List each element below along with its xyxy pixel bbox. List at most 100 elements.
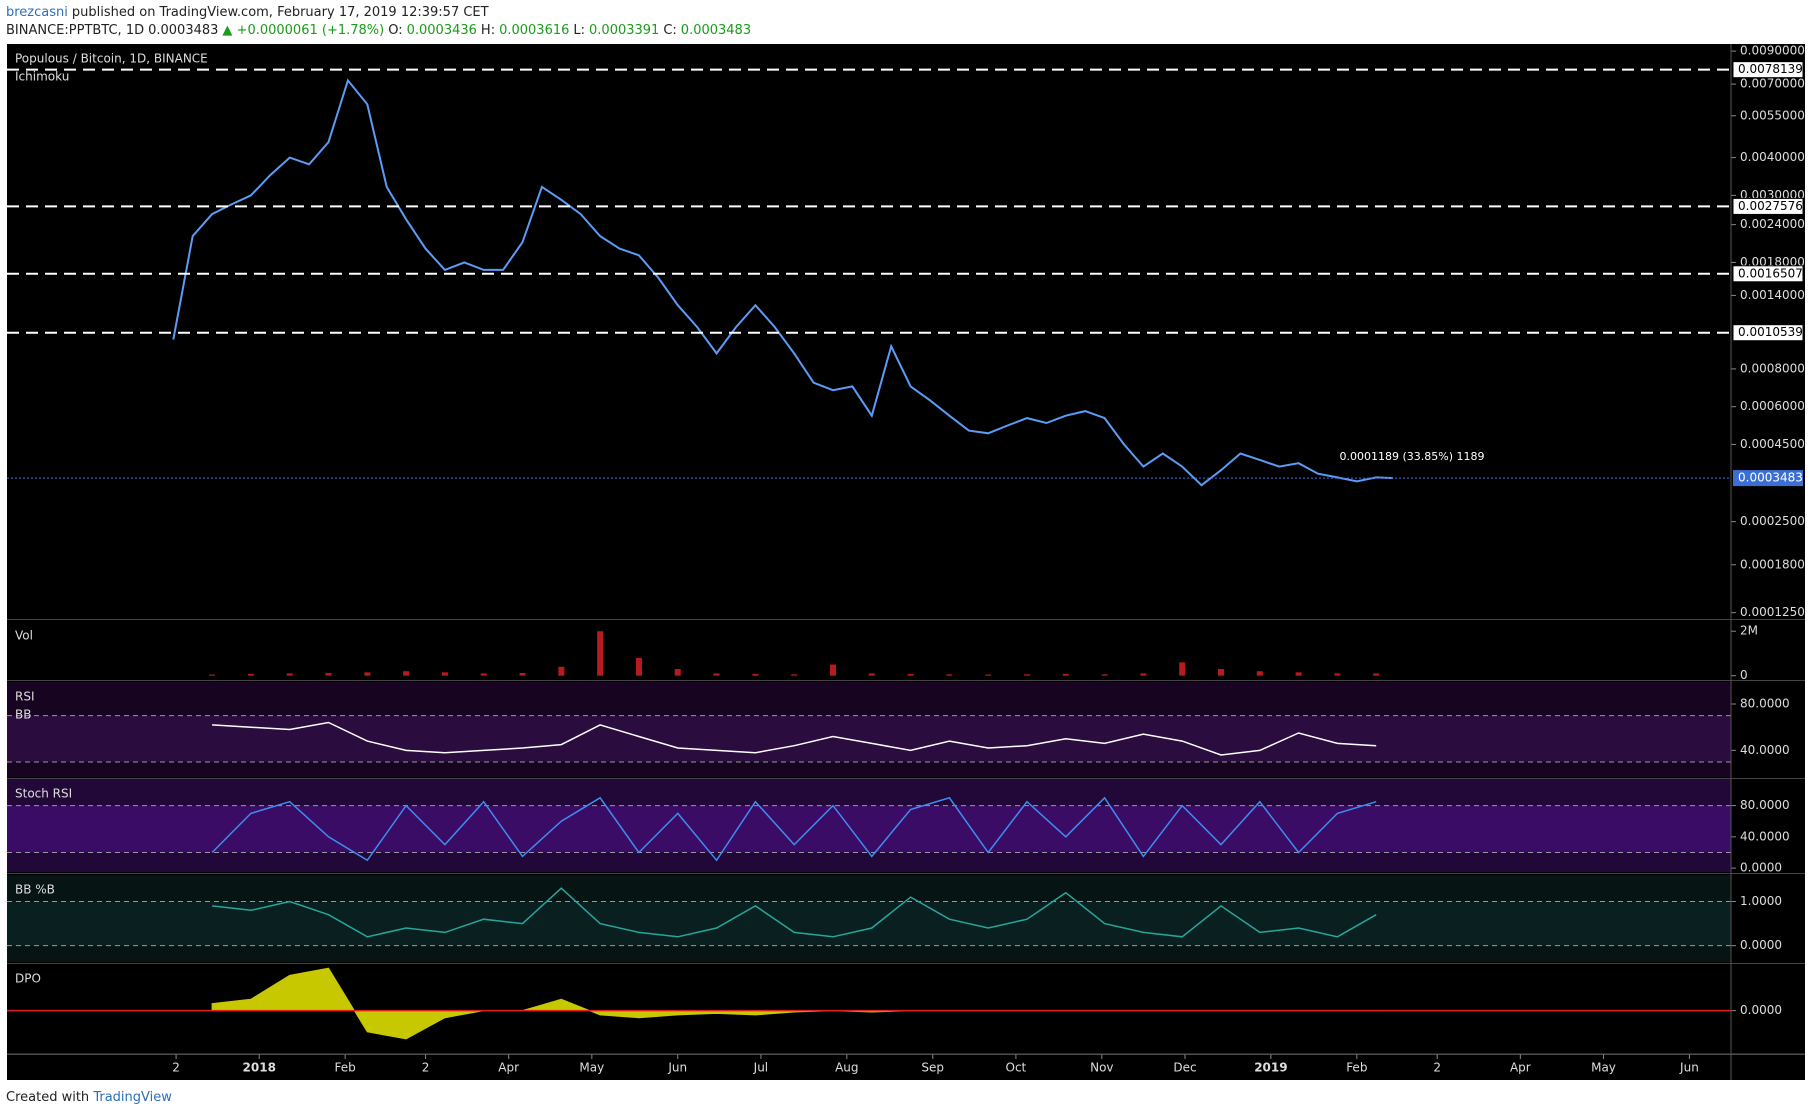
low: 0.0003391 (589, 23, 660, 38)
level-box (1732, 324, 1804, 342)
volume-bar (713, 673, 720, 676)
y-tick-label: 0.0055000 (1740, 108, 1805, 122)
volume-bar (752, 673, 759, 676)
volume-bar (286, 673, 293, 676)
change: ▲ +0.0000061 (+1.78%) (222, 23, 385, 38)
y-tick-label: 0.0001800 (1740, 557, 1805, 571)
volume-bar (209, 674, 216, 676)
volume-bar (558, 666, 565, 676)
y-tick-label: 80.0000 (1740, 798, 1790, 812)
level-label: 0.0010539 (1738, 325, 1803, 339)
x-tick-label: Jun (1679, 1061, 1699, 1075)
x-tick-label: May (579, 1061, 604, 1075)
volume-bar (1023, 674, 1030, 676)
created: Created with (6, 1090, 90, 1105)
y-tick-label: 40.0000 (1740, 743, 1790, 757)
x-tick-label: Jun (667, 1061, 687, 1075)
h-label: H: (480, 23, 496, 38)
l-label: L: (573, 23, 586, 38)
volume-bar (829, 664, 836, 676)
x-tick-label: Sep (921, 1061, 944, 1075)
volume-bar (480, 673, 487, 676)
volume-bar (1373, 673, 1380, 676)
x-tick-label: 2 (172, 1061, 180, 1075)
level-label: 0.0016507 (1738, 266, 1803, 280)
x-tick-label: 2019 (1254, 1061, 1287, 1075)
x-tick-label: Oct (1006, 1061, 1027, 1075)
y-tick-label: 0.0000 (1740, 861, 1782, 875)
x-tick-label: Apr (1510, 1061, 1531, 1075)
x-tick-label: May (1591, 1061, 1616, 1075)
level-label: 0.0078139 (1738, 62, 1803, 76)
pane-title: Populous / Bitcoin, 1D, BINANCE (15, 52, 208, 66)
volume-bar (1334, 673, 1341, 676)
volume-bar (791, 674, 798, 676)
level-box (1732, 61, 1804, 79)
pane-background (7, 44, 1731, 618)
y-tick-label: 0.0090000 (1740, 44, 1805, 58)
last-price-box (1733, 470, 1803, 487)
footer: Created with TradingView (6, 1090, 172, 1105)
last-price-label: 0.0003483 (1738, 471, 1803, 485)
volume-bar (325, 673, 332, 676)
volume-bar (597, 631, 604, 676)
volume-bar (1218, 669, 1225, 676)
x-tick-label: Aug (835, 1061, 858, 1075)
pane-title: BB %B (15, 883, 55, 897)
band (7, 901, 1731, 946)
y-tick-label: 0.0070000 (1740, 77, 1805, 91)
series-line (212, 721, 1377, 756)
y-tick-label: 0.0001250 (1740, 605, 1805, 619)
pane-title: Vol (15, 629, 33, 643)
close: 0.0003483 (680, 23, 752, 38)
series-line (172, 78, 1393, 487)
volume-bar (1140, 673, 1147, 676)
series-line (212, 887, 1377, 938)
c-label: C: (663, 23, 677, 38)
o-label: O: (388, 23, 403, 38)
x-tick-label: 2018 (243, 1061, 276, 1075)
price: 0.0003483 (148, 23, 219, 38)
y-tick-label: 0.0040000 (1740, 150, 1805, 164)
x-tick-label: Nov (1090, 1061, 1113, 1075)
band (7, 805, 1731, 853)
y-tick-label: 0.0000 (1740, 1003, 1782, 1017)
volume-bar (1295, 672, 1302, 676)
y-tick-label: 0 (1740, 668, 1748, 682)
pane-title: RSI (15, 690, 35, 704)
volume-bar (674, 669, 681, 676)
volume-bar (635, 657, 642, 676)
y-tick-label: 0.0014000 (1740, 288, 1805, 302)
pane-background (7, 621, 1731, 679)
volume-bar (1062, 673, 1069, 676)
x-tick-label: Jul (753, 1061, 768, 1075)
published: published on TradingView.com, February 1… (71, 5, 489, 20)
volume-bar (946, 674, 953, 676)
y-tick-label: 0.0006000 (1740, 399, 1805, 413)
open: 0.0003436 (406, 23, 477, 38)
y-tick-label: 80.0000 (1740, 697, 1790, 711)
level-box (1732, 265, 1804, 283)
author: brezcasni (6, 5, 68, 20)
volume-bar (519, 673, 526, 676)
x-tick-label: Apr (498, 1061, 519, 1075)
volume-bar (364, 672, 371, 676)
y-tick-label: 40.0000 (1740, 829, 1790, 843)
y-tick-label: 0.0024000 (1740, 217, 1805, 231)
pane-subtitle: BB (15, 708, 31, 722)
x-tick-label: Feb (1346, 1061, 1367, 1075)
volume-bar (907, 673, 914, 676)
measure-label: 0.0001189 (33.85%) 1189 (1340, 450, 1485, 463)
y-tick-label: 0.0004500 (1740, 437, 1805, 451)
x-tick-label: 2 (1433, 1061, 1441, 1075)
chart: Populous / Bitcoin, 1D, BINANCE Ichimoku 0… (7, 44, 1805, 1080)
series-line (211, 796, 1377, 862)
volume-bar (868, 673, 875, 676)
y-tick-label: 0.0008000 (1740, 361, 1805, 375)
pane-title: DPO (15, 972, 41, 986)
y-tick-label: 0.0002500 (1740, 514, 1805, 528)
band (7, 715, 1731, 762)
volume-bar (247, 673, 254, 676)
volume-bar (441, 672, 448, 676)
